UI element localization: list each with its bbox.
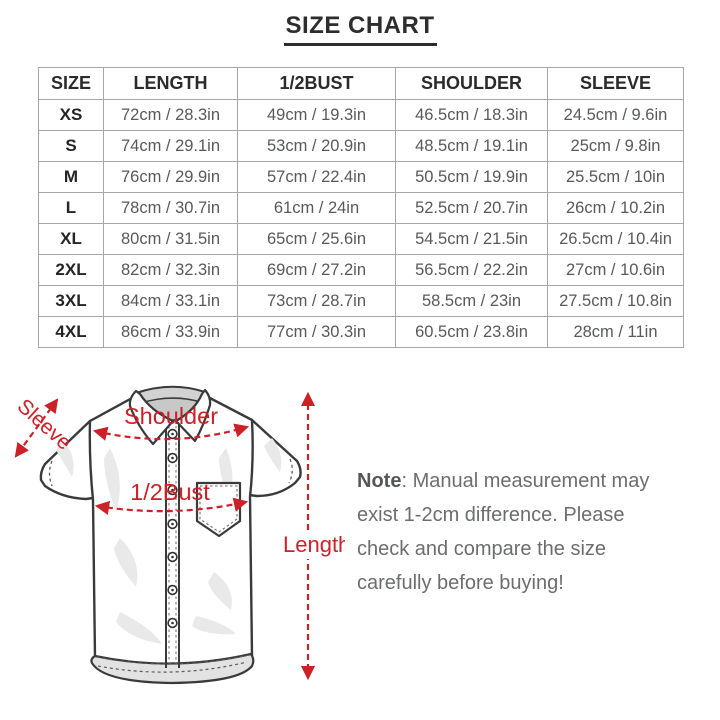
- length-label: Length: [283, 532, 345, 557]
- size-cell: XL: [38, 223, 104, 255]
- col-header-bust: 1/2BUST: [237, 67, 396, 100]
- length-cell: 78cm / 30.7in: [103, 192, 238, 224]
- page-title-wrap: SIZE CHART: [0, 12, 720, 46]
- sleeve-label: Sleeve: [13, 395, 76, 455]
- size-cell: S: [38, 130, 104, 162]
- shoulder-arrow: [92, 423, 250, 441]
- length-label-bg: [281, 530, 339, 559]
- shoulder-cell: 46.5cm / 18.3in: [395, 99, 548, 131]
- bust-cell: 73cm / 28.7in: [237, 285, 396, 317]
- sleeve-cell: 26.5cm / 10.4in: [547, 223, 684, 255]
- right-cuff-stitch: [288, 458, 293, 484]
- sleeve-cell: 27cm / 10.6in: [547, 254, 684, 286]
- sleeve-cell: 27.5cm / 10.8in: [547, 285, 684, 317]
- length-cell: 80cm / 31.5in: [103, 223, 238, 255]
- left-cuff-stitch: [48, 460, 53, 487]
- button: [167, 428, 178, 440]
- sleeve-cell: 26cm / 10.2in: [547, 192, 684, 224]
- length-cell: 84cm / 33.1in: [103, 285, 238, 317]
- bust-cell: 57cm / 22.4in: [237, 161, 396, 193]
- size-cell: 3XL: [38, 285, 104, 317]
- bust-cell: 61cm / 24in: [237, 192, 396, 224]
- note-text: Note: Manual measurement may exist 1-2cm…: [357, 464, 681, 600]
- col-header-size: SIZE: [38, 67, 104, 100]
- shoulder-cell: 54.5cm / 21.5in: [395, 223, 548, 255]
- length-cell: 76cm / 29.9in: [103, 161, 238, 193]
- table-row: 3XL 84cm / 33.1in 73cm / 28.7in 58.5cm /…: [38, 285, 684, 317]
- hem-stitch-bottom: [97, 661, 248, 673]
- table-row: XL 80cm / 31.5in 65cm / 25.6in 54.5cm / …: [38, 223, 684, 255]
- sleeve-cell: 25.5cm / 10in: [547, 161, 684, 193]
- shirt-measurement-diagram: Sleeve Shoulder 1/2Bust Length: [13, 385, 345, 685]
- button: [167, 584, 178, 596]
- size-cell: 2XL: [38, 254, 104, 286]
- bust-cell: 77cm / 30.3in: [237, 316, 396, 348]
- shoulder-cell: 52.5cm / 20.7in: [395, 192, 548, 224]
- table-row: XS 72cm / 28.3in 49cm / 19.3in 46.5cm / …: [38, 99, 684, 131]
- table-row: L 78cm / 30.7in 61cm / 24in 52.5cm / 20.…: [38, 192, 684, 224]
- size-cell: M: [38, 161, 104, 193]
- button: [167, 452, 178, 464]
- col-header-length: LENGTH: [103, 67, 238, 100]
- sleeve-cell: 24.5cm / 9.6in: [547, 99, 684, 131]
- bust-label: 1/2Bust: [130, 479, 210, 505]
- table-row: S 74cm / 29.1in 53cm / 20.9in 48.5cm / 1…: [38, 130, 684, 162]
- button: [167, 518, 178, 530]
- bust-cell: 65cm / 25.6in: [237, 223, 396, 255]
- sleeve-arrow: [14, 398, 59, 458]
- shoulder-cell: 50.5cm / 19.9in: [395, 161, 548, 193]
- wrinkle-shading: [56, 438, 282, 644]
- button: [167, 551, 178, 563]
- length-cell: 72cm / 28.3in: [103, 99, 238, 131]
- length-cell: 74cm / 29.1in: [103, 130, 238, 162]
- sleeve-cell: 28cm / 11in: [547, 316, 684, 348]
- length-cell: 82cm / 32.3in: [103, 254, 238, 286]
- shoulder-cell: 60.5cm / 23.8in: [395, 316, 548, 348]
- table-row: 4XL 86cm / 33.9in 77cm / 30.3in 60.5cm /…: [38, 316, 684, 348]
- note-label: Note: [357, 470, 402, 492]
- size-table-header-row: SIZE LENGTH 1/2BUST SHOULDER SLEEVE: [38, 67, 684, 100]
- button: [167, 484, 178, 496]
- page-title: SIZE CHART: [283, 12, 437, 46]
- table-row: M 76cm / 29.9in 57cm / 22.4in 50.5cm / 1…: [38, 161, 684, 193]
- size-table: SIZE LENGTH 1/2BUST SHOULDER SLEEVE XS 7…: [38, 67, 684, 348]
- shoulder-label: Shoulder: [124, 403, 218, 429]
- col-header-shoulder: SHOULDER: [395, 67, 548, 100]
- shoulder-cell: 48.5cm / 19.1in: [395, 130, 548, 162]
- size-cell: L: [38, 192, 104, 224]
- bust-cell: 69cm / 27.2in: [237, 254, 396, 286]
- bust-cell: 53cm / 20.9in: [237, 130, 396, 162]
- shoulder-cell: 58.5cm / 23in: [395, 285, 548, 317]
- size-cell: 4XL: [38, 316, 104, 348]
- length-cell: 86cm / 33.9in: [103, 316, 238, 348]
- sleeve-cell: 25cm / 9.8in: [547, 130, 684, 162]
- button: [167, 617, 178, 629]
- bust-cell: 49cm / 19.3in: [237, 99, 396, 131]
- shoulder-cell: 56.5cm / 22.2in: [395, 254, 548, 286]
- col-header-sleeve: SLEEVE: [547, 67, 684, 100]
- bust-arrow: [94, 497, 249, 515]
- note-body: : Manual measurement may exist 1-2cm dif…: [357, 470, 650, 594]
- size-cell: XS: [38, 99, 104, 131]
- table-row: 2XL 82cm / 32.3in 69cm / 27.2in 56.5cm /…: [38, 254, 684, 286]
